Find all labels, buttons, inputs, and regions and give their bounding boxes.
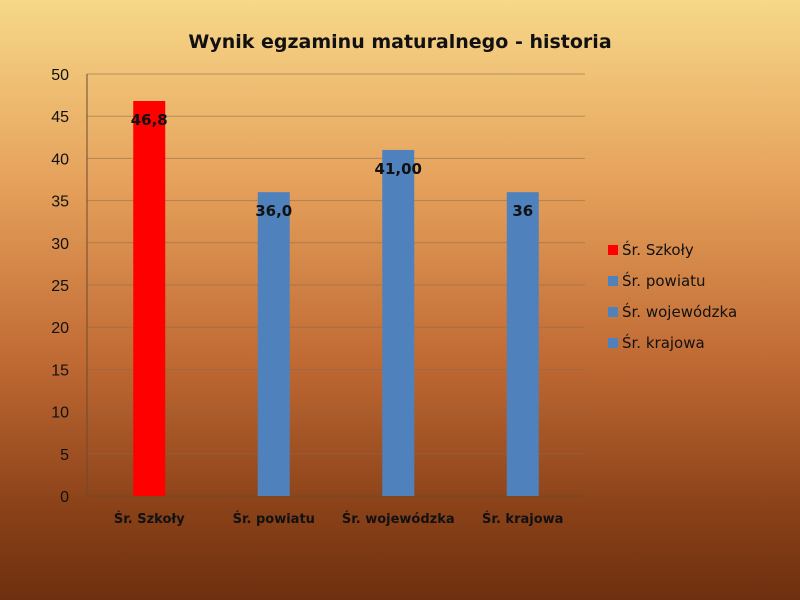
y-tick-label: 15 <box>51 362 69 379</box>
bar <box>382 149 415 496</box>
chart-title: Wynik egzaminu maturalnego - historia <box>188 31 611 53</box>
x-tick-label: Śr. krajowa <box>482 511 563 527</box>
legend-swatch <box>608 307 618 317</box>
y-tick-label: 25 <box>51 278 69 295</box>
x-tick-label: Śr. wojewódzka <box>342 511 455 527</box>
x-tick-label: Śr. Szkoły <box>114 511 185 527</box>
data-label: 46,8 <box>131 111 168 129</box>
legend-label: Śr. krajowa <box>622 333 705 352</box>
data-label: 36,0 <box>255 202 292 220</box>
x-axis-ticks: Śr. Szkoły Śr. powiatu Śr. wojewódzka Śr. k… <box>114 511 564 527</box>
legend-label: Śr. powiatu <box>622 271 706 290</box>
bar <box>257 192 290 496</box>
legend-label: Śr. Szkoły <box>622 240 694 259</box>
data-label: 36 <box>512 202 533 220</box>
y-tick-label: 20 <box>51 320 69 337</box>
y-tick-label: 45 <box>51 109 69 126</box>
y-tick-label: 30 <box>51 236 69 253</box>
x-tick-label: Śr. powiatu <box>233 511 315 527</box>
y-axis-ticks: 0 5 10 15 20 25 30 35 40 45 50 <box>51 67 69 506</box>
legend-label: Śr. wojewódzka <box>622 302 737 321</box>
legend-swatch <box>608 276 618 286</box>
y-tick-label: 5 <box>60 447 69 464</box>
y-tick-label: 35 <box>51 194 69 211</box>
y-tick-label: 0 <box>60 489 69 506</box>
legend: Śr. Szkoły Śr. powiatu Śr. wojewódzka Śr. k… <box>608 240 737 352</box>
gridlines <box>86 73 585 497</box>
bar <box>506 192 539 496</box>
y-tick-label: 50 <box>51 67 69 84</box>
data-label: 41,00 <box>375 160 422 178</box>
y-tick-label: 10 <box>51 405 69 422</box>
data-labels: 46,8 36,0 41,00 36 <box>131 111 533 220</box>
bar <box>133 101 166 497</box>
bars <box>133 101 539 497</box>
legend-swatch <box>608 338 618 348</box>
legend-swatch <box>608 245 618 255</box>
y-tick-label: 40 <box>51 151 69 168</box>
